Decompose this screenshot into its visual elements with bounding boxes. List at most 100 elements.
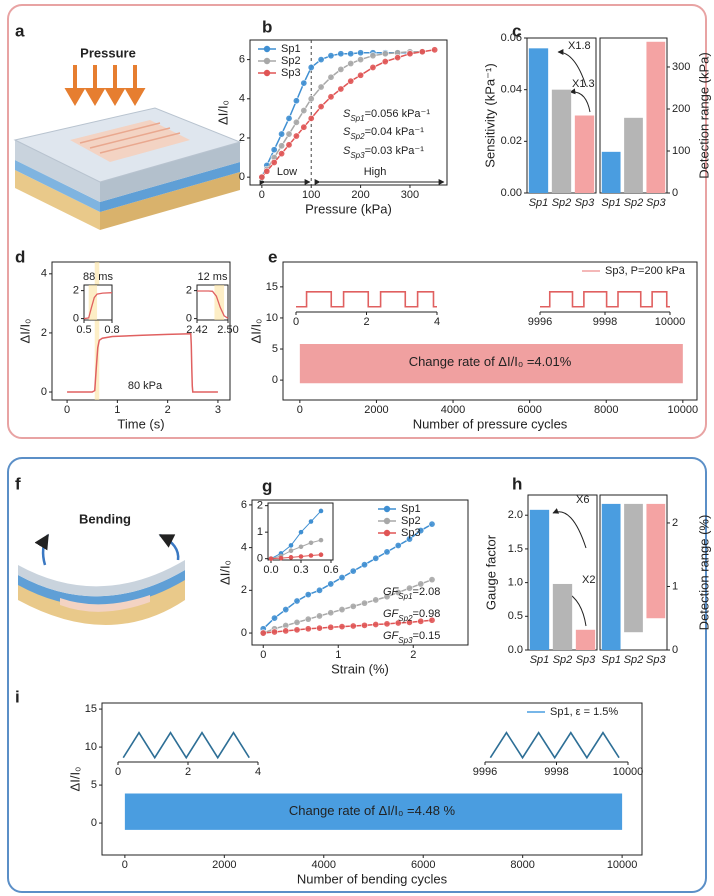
y-tick-label: 0: [257, 553, 263, 565]
data-point: [304, 625, 312, 633]
data-point: [347, 50, 355, 58]
inset-frame: [83, 284, 113, 321]
y-axis-label: Detection range (%): [696, 515, 711, 631]
x-tick-label: Sp3: [576, 654, 596, 666]
data-point: [360, 621, 368, 629]
inset-point: [268, 556, 274, 561]
panel-letter: c: [512, 21, 521, 40]
data-point: [428, 576, 436, 584]
data-point: [360, 599, 368, 607]
x-tick-label: Sp3: [646, 197, 666, 209]
data-point: [293, 597, 301, 605]
x-tick-label: 10000: [668, 404, 699, 416]
x-tick-label: 1: [114, 404, 120, 416]
data-point: [394, 588, 402, 596]
x-tick-label: Sp3: [575, 197, 595, 209]
annotation: SSp2=0.04 kPa⁻¹: [343, 126, 424, 141]
y-tick-label: 0.06: [501, 32, 522, 44]
data-band: [299, 344, 683, 384]
data-point: [327, 93, 335, 101]
text-part: GF: [383, 630, 400, 642]
text-part: X1.3: [572, 78, 595, 90]
data-point: [406, 50, 414, 58]
y-tick-label: 2: [241, 584, 247, 596]
data-point: [327, 609, 335, 617]
x-tick-label: 10000: [613, 766, 644, 778]
text-part: Change rate of ΔI/I₀ =4.48 %: [289, 803, 456, 818]
pressure-illustration: [13, 65, 242, 230]
legend-label: Sp1: [281, 43, 301, 55]
y-tick-label: 2: [73, 285, 79, 297]
highlight-band: [94, 262, 100, 400]
bar: [624, 117, 643, 193]
data-point: [293, 626, 301, 634]
y-tick-label: 1.0: [508, 577, 523, 589]
data-point: [347, 77, 355, 85]
x-axis-label: Time (s): [117, 416, 164, 431]
inset-point: [318, 537, 324, 543]
y-tick-label: 10: [266, 312, 278, 324]
y-axis-label: ΔI/I₀: [248, 319, 263, 344]
inset-line: [296, 291, 437, 308]
data-point: [338, 574, 346, 582]
x-tick-label: 6000: [411, 859, 435, 871]
annotation: GFSp1=2.08: [383, 586, 440, 601]
data-point: [307, 63, 315, 71]
data-point: [285, 130, 293, 138]
x-tick-label: Sp1: [530, 654, 550, 666]
data-point: [300, 123, 308, 131]
data-point: [300, 107, 308, 115]
x-tick-label: 9998: [544, 766, 568, 778]
x-tick-label: 2.50: [217, 324, 238, 336]
text-part: X2: [582, 574, 595, 586]
legend-label: Sp2: [401, 515, 421, 527]
y-tick-label: 300: [672, 61, 690, 73]
data-point: [327, 73, 335, 81]
inset-point: [288, 548, 294, 554]
inset-line: [197, 290, 229, 319]
text-part: S: [343, 108, 351, 120]
data-point: [282, 627, 290, 635]
inset-point: [288, 543, 294, 548]
text-part: =0.056 kPa⁻¹: [365, 108, 431, 120]
panel-letter: f: [15, 474, 21, 493]
data-point: [270, 146, 278, 154]
y-tick-label: 2: [257, 500, 263, 512]
inset-line: [489, 731, 620, 760]
inset-title: 88 ms: [83, 271, 113, 283]
x-tick-label: Sp2: [624, 197, 644, 209]
y-tick-label: 4: [41, 268, 47, 280]
y-axis-label: Detection range (kPa): [696, 52, 711, 178]
data-line: [67, 333, 218, 393]
x-tick-label: 2: [185, 766, 191, 778]
x-tick-label: 200: [351, 189, 369, 201]
text-part: Sp1: [350, 114, 364, 123]
data-point: [317, 56, 325, 64]
panel-letter: a: [15, 21, 25, 40]
data-point: [315, 624, 323, 632]
data-point: [349, 567, 357, 575]
x-tick-label: 0.3: [293, 564, 308, 576]
y-tick-label: 1: [672, 580, 678, 592]
x-tick-label: Sp2: [553, 654, 573, 666]
bending-section-frame: [7, 457, 707, 893]
x-tick-label: 2000: [212, 859, 236, 871]
x-tick-label: 10000: [655, 316, 686, 328]
text-part: Sp3: [350, 151, 365, 160]
text-part: Sp1: [398, 592, 412, 601]
panel-letter: b: [262, 17, 272, 36]
data-point: [357, 71, 365, 79]
text-part: Low: [277, 166, 297, 178]
x-tick-label: 2: [363, 316, 369, 328]
text-part: GF: [383, 608, 400, 620]
text-part: High: [364, 166, 387, 178]
text-part: Sp2: [350, 132, 365, 141]
bar: [624, 503, 643, 633]
x-tick-label: 0: [297, 404, 303, 416]
inset-line: [540, 291, 670, 308]
bar: [575, 629, 596, 650]
y-tick-label: 6: [241, 499, 247, 511]
annotation: X1.8: [568, 40, 591, 52]
x-tick-label: 0: [260, 649, 266, 661]
data-point: [292, 132, 300, 140]
